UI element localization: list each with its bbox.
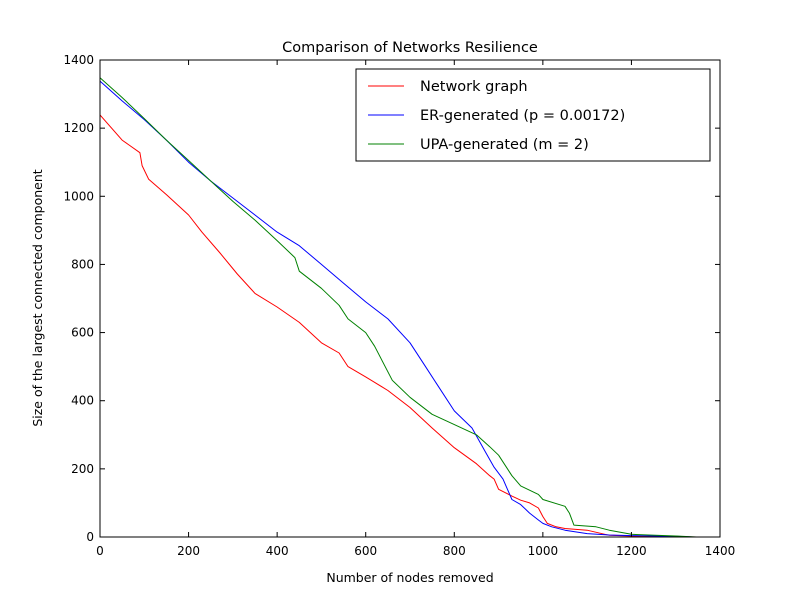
y-tick-label-7: 1400 [63,53,94,67]
legend-label-1: ER-generated (p = 0.00172) [420,108,625,124]
x-tick-label-2: 400 [266,544,289,558]
y-tick-label-4: 800 [71,257,94,271]
y-tick-label-1: 200 [71,462,94,476]
legend-box [355,68,711,162]
series-layer [99,77,697,538]
plot-frame [99,59,721,538]
series-line-0 [99,114,697,538]
x-tick-label-7: 1400 [705,544,736,558]
x-axis-label: Number of nodes removed [326,570,493,585]
y-tick-label-2: 400 [71,394,94,408]
y-tick-label-6: 1200 [63,121,94,135]
x-tick-label-1: 200 [177,544,200,558]
x-tick-label-6: 1200 [616,544,647,558]
y-tick-label-3: 600 [71,326,94,340]
y-tick-label-0: 0 [86,530,94,544]
legend-label-0: Network graph [420,79,528,95]
y-axis-label: Size of the largest connected component [30,169,45,426]
y-tick-label-5: 1000 [63,189,94,203]
legend-label-2: UPA-generated (m = 2) [420,137,589,153]
series-line-2 [99,77,697,538]
x-tick-label-0: 0 [96,544,104,558]
chart-title: Comparison of Networks Resilience [282,40,538,56]
series-line-1 [99,80,693,538]
x-tick-label-4: 800 [443,544,466,558]
x-tick-label-5: 1000 [528,544,559,558]
legend: Network graph ER-generated (p = 0.00172) U… [355,68,711,162]
x-tick-label-3: 600 [354,544,377,558]
ticks-layer: 0 200 400 600 800 1000 1200 1400 0 200 400 600 800 10… [63,53,735,558]
